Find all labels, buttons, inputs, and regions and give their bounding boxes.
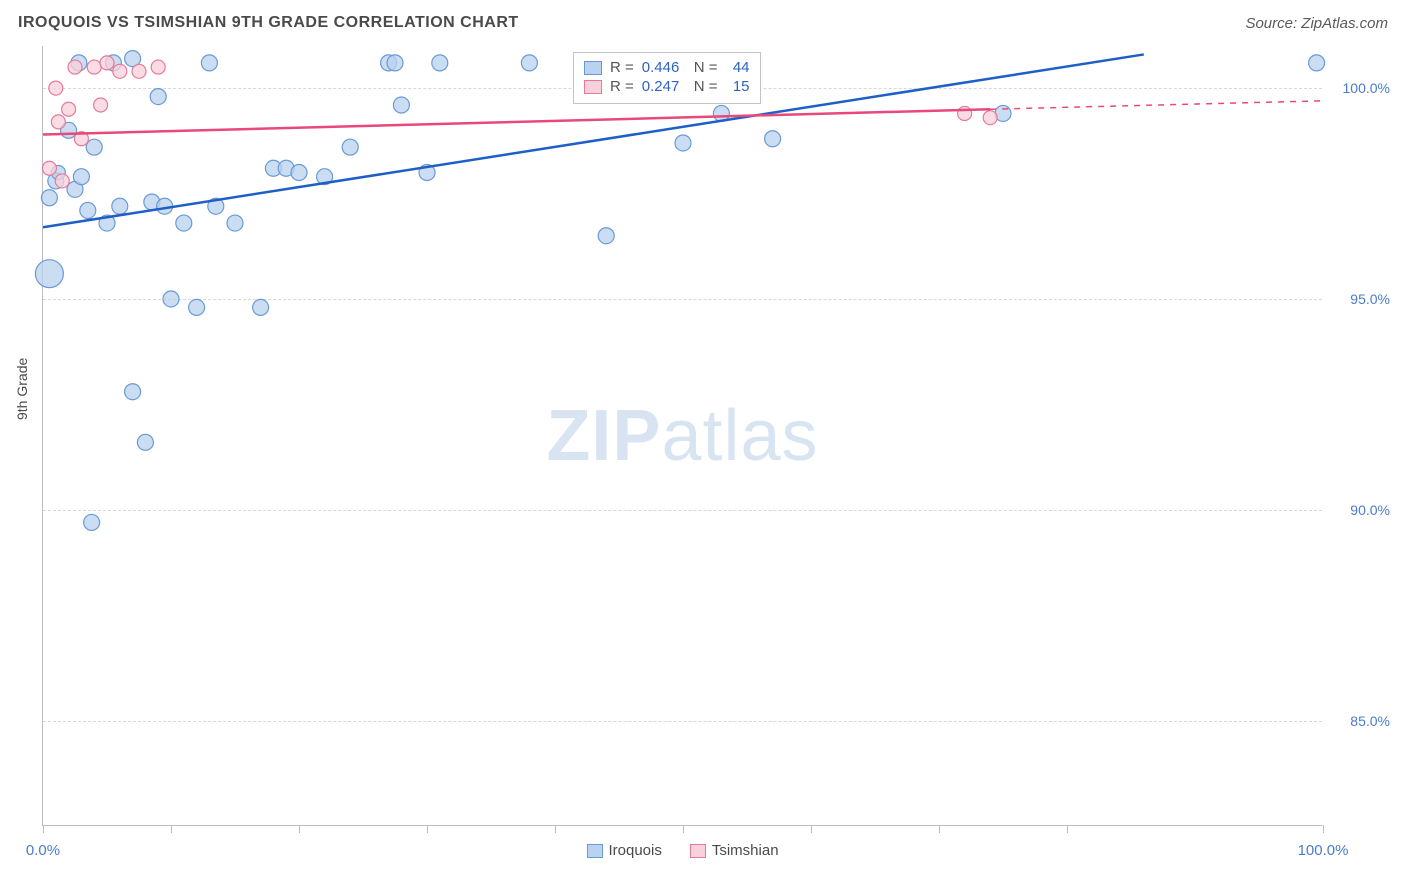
source-label: Source: ZipAtlas.com bbox=[1245, 15, 1388, 32]
stat-n-value: 15 bbox=[726, 78, 750, 95]
data-point bbox=[137, 434, 153, 450]
stat-n-value: 44 bbox=[726, 59, 750, 76]
stat-r-label: R = bbox=[610, 78, 634, 95]
data-point bbox=[253, 299, 269, 315]
stat-r-value: 0.446 bbox=[642, 59, 686, 76]
data-point bbox=[150, 89, 166, 105]
stat-n-label: N = bbox=[694, 78, 718, 95]
trend-line bbox=[990, 101, 1323, 109]
data-point bbox=[87, 60, 101, 74]
data-point bbox=[55, 174, 69, 188]
stat-r-label: R = bbox=[610, 59, 634, 76]
x-tick bbox=[299, 825, 300, 833]
legend-label: Tsimshian bbox=[712, 842, 779, 859]
data-point bbox=[291, 164, 307, 180]
x-tick-label: 0.0% bbox=[26, 842, 60, 859]
data-point bbox=[80, 202, 96, 218]
x-tick bbox=[811, 825, 812, 833]
data-point bbox=[84, 514, 100, 530]
data-point bbox=[94, 98, 108, 112]
data-point bbox=[151, 60, 165, 74]
x-tick bbox=[427, 825, 428, 833]
bottom-legend: Iroquois Tsimshian bbox=[586, 842, 778, 859]
data-point bbox=[132, 64, 146, 78]
y-tick-label: 95.0% bbox=[1330, 291, 1390, 307]
stat-n-label: N = bbox=[694, 59, 718, 76]
data-point bbox=[41, 190, 57, 206]
data-point bbox=[35, 260, 63, 288]
trend-line bbox=[43, 109, 990, 134]
data-point bbox=[201, 55, 217, 71]
x-tick bbox=[939, 825, 940, 833]
data-point bbox=[227, 215, 243, 231]
data-point bbox=[112, 198, 128, 214]
stat-row: R = 0.247 N = 15 bbox=[584, 78, 750, 95]
x-tick bbox=[683, 825, 684, 833]
legend-item: Iroquois bbox=[586, 842, 661, 859]
legend-swatch bbox=[584, 80, 602, 94]
chart-title: IROQUOIS VS TSIMSHIAN 9TH GRADE CORRELAT… bbox=[18, 14, 519, 32]
x-tick bbox=[43, 825, 44, 833]
y-tick-label: 100.0% bbox=[1330, 80, 1390, 96]
data-point bbox=[387, 55, 403, 71]
data-point bbox=[983, 111, 997, 125]
data-point bbox=[68, 60, 82, 74]
legend-swatch bbox=[584, 61, 602, 75]
legend-swatch bbox=[690, 844, 706, 858]
x-tick bbox=[1323, 825, 1324, 833]
legend-swatch bbox=[586, 844, 602, 858]
correlation-stats-box: R = 0.446 N = 44 R = 0.247 N = 15 bbox=[573, 52, 761, 104]
scatter-svg bbox=[43, 46, 1322, 825]
legend-label: Iroquois bbox=[608, 842, 661, 859]
x-tick bbox=[1067, 825, 1068, 833]
data-point bbox=[342, 139, 358, 155]
data-point bbox=[86, 139, 102, 155]
x-tick-label: 100.0% bbox=[1298, 842, 1349, 859]
plot-area: ZIPatlas R =0.446N =44R =0.247N =15 Iroq… bbox=[42, 46, 1322, 826]
data-point bbox=[125, 384, 141, 400]
data-point bbox=[432, 55, 448, 71]
data-point bbox=[163, 291, 179, 307]
y-tick-label: 90.0% bbox=[1330, 502, 1390, 518]
data-point bbox=[521, 55, 537, 71]
data-point bbox=[42, 161, 56, 175]
data-point bbox=[393, 97, 409, 113]
y-axis-label: 9th Grade bbox=[14, 358, 30, 420]
data-point bbox=[100, 56, 114, 70]
data-point bbox=[675, 135, 691, 151]
data-point bbox=[62, 102, 76, 116]
chart-header: IROQUOIS VS TSIMSHIAN 9TH GRADE CORRELAT… bbox=[0, 0, 1406, 46]
data-point bbox=[113, 64, 127, 78]
x-tick bbox=[171, 825, 172, 833]
legend-item: Tsimshian bbox=[690, 842, 779, 859]
data-point bbox=[73, 169, 89, 185]
data-point bbox=[189, 299, 205, 315]
stat-r-value: 0.247 bbox=[642, 78, 686, 95]
data-point bbox=[49, 81, 63, 95]
data-point bbox=[176, 215, 192, 231]
data-point bbox=[598, 228, 614, 244]
data-point bbox=[765, 131, 781, 147]
stat-row: R = 0.446 N = 44 bbox=[584, 59, 750, 76]
data-point bbox=[1309, 55, 1325, 71]
data-point bbox=[51, 115, 65, 129]
y-tick-label: 85.0% bbox=[1330, 713, 1390, 729]
x-tick bbox=[555, 825, 556, 833]
